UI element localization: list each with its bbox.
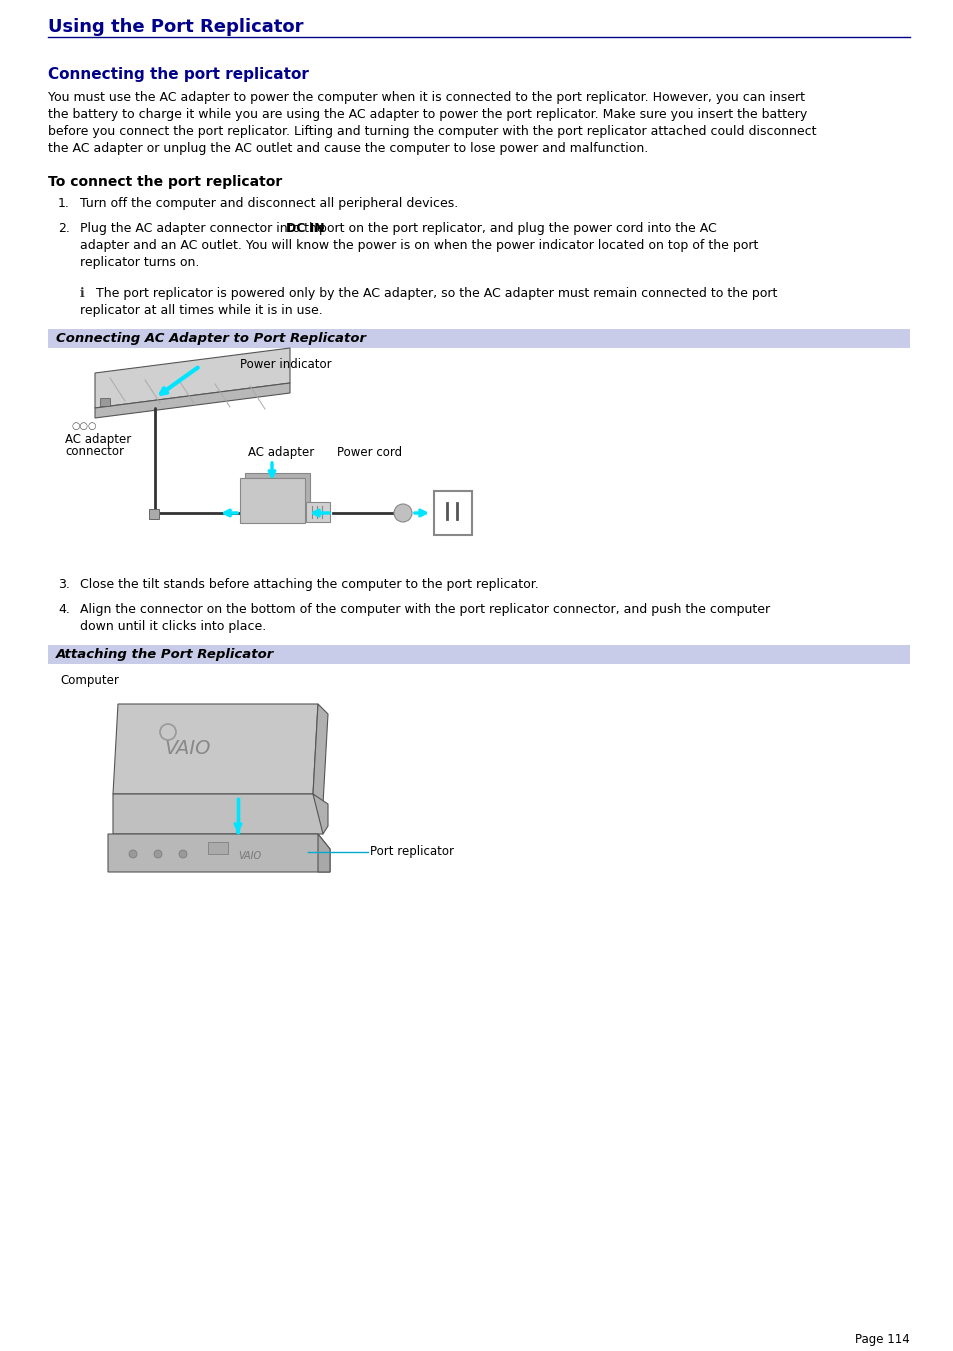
Polygon shape — [313, 794, 328, 834]
Text: To connect the port replicator: To connect the port replicator — [48, 176, 282, 189]
Text: replicator at all times while it is in use.: replicator at all times while it is in u… — [80, 304, 322, 317]
Text: 3.: 3. — [58, 578, 70, 590]
Text: Connecting the port replicator: Connecting the port replicator — [48, 68, 309, 82]
Circle shape — [394, 504, 412, 521]
Text: adapter and an AC outlet. You will know the power is on when the power indicator: adapter and an AC outlet. You will know … — [80, 239, 758, 253]
Bar — [48, 349, 909, 563]
Text: down until it clicks into place.: down until it clicks into place. — [80, 620, 266, 634]
Text: Close the tilt stands before attaching the computer to the port replicator.: Close the tilt stands before attaching t… — [80, 578, 538, 590]
Text: AC adapter: AC adapter — [248, 446, 314, 459]
Bar — [100, 399, 110, 407]
Polygon shape — [112, 704, 317, 794]
Text: You must use the AC adapter to power the computer when it is connected to the po: You must use the AC adapter to power the… — [48, 91, 804, 104]
Circle shape — [153, 850, 162, 858]
Polygon shape — [317, 834, 330, 871]
Text: The port replicator is powered only by the AC adapter, so the AC adapter must re: The port replicator is powered only by t… — [96, 286, 777, 300]
Circle shape — [129, 850, 137, 858]
Text: replicator turns on.: replicator turns on. — [80, 255, 199, 269]
Text: before you connect the port replicator. Lifting and turning the computer with th: before you connect the port replicator. … — [48, 126, 816, 138]
Text: Page 114: Page 114 — [854, 1333, 909, 1346]
Text: the AC adapter or unplug the AC outlet and cause the computer to lose power and : the AC adapter or unplug the AC outlet a… — [48, 142, 648, 155]
Bar — [245, 473, 310, 517]
Text: Power indicator: Power indicator — [240, 358, 332, 372]
Bar — [48, 663, 909, 934]
Text: Turn off the computer and disconnect all peripheral devices.: Turn off the computer and disconnect all… — [80, 197, 457, 209]
Circle shape — [179, 850, 187, 858]
Text: Connecting AC Adapter to Port Replicator: Connecting AC Adapter to Port Replicator — [56, 332, 366, 345]
Polygon shape — [108, 834, 330, 871]
Text: VAIO: VAIO — [165, 739, 211, 758]
Polygon shape — [313, 704, 328, 804]
Text: Power cord: Power cord — [336, 446, 402, 459]
Text: ℹ: ℹ — [80, 286, 85, 300]
Text: ○○○: ○○○ — [71, 422, 97, 431]
Text: DC IN: DC IN — [286, 222, 324, 235]
Text: Computer: Computer — [60, 674, 119, 688]
Bar — [48, 330, 909, 349]
Text: AC adapter: AC adapter — [65, 434, 132, 446]
Polygon shape — [95, 382, 290, 417]
Text: port on the port replicator, and plug the power cord into the AC: port on the port replicator, and plug th… — [314, 222, 716, 235]
Text: Attaching the Port Replicator: Attaching the Port Replicator — [56, 648, 274, 661]
Polygon shape — [95, 349, 290, 408]
Text: VAIO: VAIO — [237, 851, 261, 861]
Bar — [240, 478, 305, 523]
Text: 1.: 1. — [58, 197, 70, 209]
Polygon shape — [112, 794, 323, 834]
Bar — [48, 644, 909, 663]
Text: Plug the AC adapter connector into the: Plug the AC adapter connector into the — [80, 222, 328, 235]
Text: Align the connector on the bottom of the computer with the port replicator conne: Align the connector on the bottom of the… — [80, 603, 769, 616]
Bar — [149, 509, 159, 519]
Bar — [208, 842, 228, 854]
Text: connector: connector — [65, 444, 124, 458]
Text: the battery to charge it while you are using the AC adapter to power the port re: the battery to charge it while you are u… — [48, 108, 806, 122]
Text: Using the Port Replicator: Using the Port Replicator — [48, 18, 303, 36]
Bar — [434, 490, 472, 535]
FancyBboxPatch shape — [306, 503, 330, 521]
Text: 4.: 4. — [58, 603, 70, 616]
Text: 2.: 2. — [58, 222, 70, 235]
Text: Port replicator: Port replicator — [370, 844, 454, 858]
